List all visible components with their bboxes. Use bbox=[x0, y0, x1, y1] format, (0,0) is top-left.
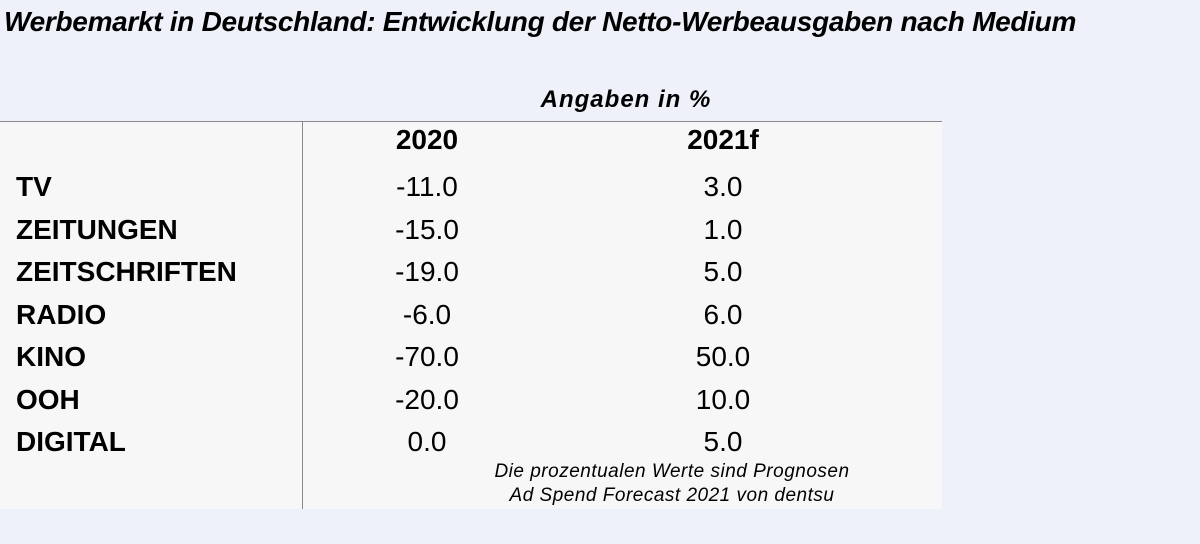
value-2020: -19.0 bbox=[395, 256, 459, 287]
value-2021f: 50.0 bbox=[695, 341, 751, 372]
value-2020: 0.0 bbox=[407, 426, 447, 457]
row-category-label: DIGITAL bbox=[16, 426, 126, 457]
footnote-forecast: Die prozentualen Werte sind Prognosen bbox=[494, 461, 850, 482]
footnote-source: Ad Spend Forecast 2021 von dentsu bbox=[509, 485, 835, 506]
column-header-2020: 2020 bbox=[395, 124, 459, 155]
table-row: TV -11.0 3.0 bbox=[0, 167, 942, 209]
row-category-label: KINO bbox=[16, 341, 86, 372]
table-row: KINO -70.0 50.0 bbox=[0, 337, 942, 379]
value-2020: -11.0 bbox=[396, 171, 458, 202]
row-category-label: OOH bbox=[16, 383, 80, 415]
value-2020: -70.0 bbox=[395, 341, 459, 372]
table-row: RADIO -6.0 6.0 bbox=[0, 295, 942, 337]
table-row: ZEITSCHRIFTEN -19.0 5.0 bbox=[0, 252, 942, 294]
table-row: DIGITAL 0.0 5.0 bbox=[0, 422, 942, 464]
row-category-label: ZEITUNGEN bbox=[16, 213, 178, 245]
value-2020: -6.0 bbox=[402, 298, 452, 330]
value-2021f: 1.0 bbox=[703, 213, 743, 245]
column-header-2021f: 2021f bbox=[687, 124, 759, 155]
row-category-label: ZEITSCHRIFTEN bbox=[16, 256, 237, 287]
value-2021f: 10.0 bbox=[695, 383, 751, 415]
value-2021f: 5.0 bbox=[703, 426, 743, 457]
value-2021f: 6.0 bbox=[703, 298, 743, 330]
unit-label: Angaben in % bbox=[540, 86, 712, 113]
header-rule bbox=[0, 121, 942, 122]
table-row: ZEITUNGEN -15.0 1.0 bbox=[0, 210, 942, 252]
category-divider bbox=[302, 121, 303, 509]
value-2021f: 3.0 bbox=[703, 171, 743, 202]
value-2021f: 5.0 bbox=[703, 256, 743, 287]
row-category-label: RADIO bbox=[16, 298, 107, 330]
table-row: OOH -20.0 10.0 bbox=[0, 380, 942, 422]
value-2020: -20.0 bbox=[395, 383, 459, 415]
chart-title: Werbemarkt in Deutschland: Entwicklung d… bbox=[4, 6, 1077, 37]
table-body bbox=[0, 121, 942, 509]
value-2020: -15.0 bbox=[395, 213, 459, 245]
row-category-label: TV bbox=[16, 171, 52, 202]
